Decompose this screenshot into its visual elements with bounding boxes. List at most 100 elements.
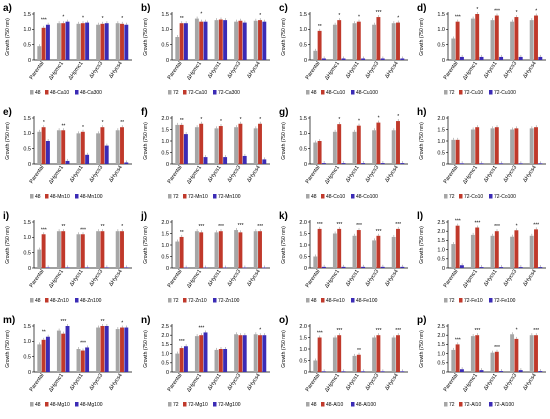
bar-72 bbox=[451, 38, 456, 60]
y-tick-label: 2.0 bbox=[161, 333, 169, 339]
x-tick-label: ΔHycs3 bbox=[502, 61, 518, 80]
bar-72 bbox=[175, 124, 180, 164]
x-tick-label: ΔHycs3 bbox=[226, 61, 242, 80]
legend-label: 48-Co100 bbox=[356, 194, 378, 200]
bar-72 bbox=[510, 129, 515, 164]
bar-48-al10 bbox=[317, 337, 322, 372]
significance-label: *** bbox=[336, 328, 342, 334]
bar-72-cu10 bbox=[534, 15, 538, 60]
x-tick-label: ΔHycs1 bbox=[69, 165, 85, 184]
panel-letter: k) bbox=[279, 211, 288, 222]
legend-label: 48 bbox=[35, 90, 41, 96]
bar-48-mg10 bbox=[120, 327, 124, 372]
bar-72 bbox=[194, 127, 199, 164]
significance-label: * bbox=[338, 13, 340, 19]
bar-48-ca10 bbox=[41, 27, 46, 60]
legend-swatch bbox=[459, 90, 463, 95]
legend-swatch bbox=[75, 402, 79, 407]
bar-48 bbox=[391, 236, 396, 268]
legend-swatch bbox=[30, 90, 34, 95]
legend-label: 72 bbox=[173, 194, 179, 200]
bar-72-co10 bbox=[514, 128, 519, 164]
bar-48 bbox=[352, 235, 357, 268]
bar-72-cu10 bbox=[514, 17, 519, 60]
legend-label: 72 bbox=[173, 298, 179, 304]
legend-label: 72-Fe10 bbox=[464, 298, 483, 304]
legend-swatch bbox=[213, 90, 217, 95]
y-tick-label: 0.5 bbox=[23, 354, 31, 360]
bar-48-al100 bbox=[380, 371, 385, 372]
bar-48 bbox=[391, 130, 396, 164]
bar-48 bbox=[37, 344, 42, 372]
significance-label: *** bbox=[317, 222, 323, 228]
bar-72 bbox=[253, 334, 258, 372]
significance-label: *** bbox=[376, 229, 382, 235]
significance-label: * bbox=[43, 120, 45, 126]
x-tick-label: ΔHycs3 bbox=[88, 269, 104, 288]
y-tick-label: 0.5 bbox=[437, 150, 445, 156]
y-tick-label: 2.0 bbox=[437, 229, 445, 235]
legend-swatch bbox=[30, 402, 34, 407]
bar-48 bbox=[56, 23, 61, 60]
bar-72 bbox=[510, 334, 515, 372]
x-tick-label: ΔHycs4 bbox=[384, 61, 400, 80]
significance-label: *** bbox=[60, 319, 66, 325]
significance-label: *** bbox=[474, 221, 480, 227]
x-tick-label: ΔHpmc1 bbox=[48, 165, 65, 186]
bar-48-zn100 bbox=[45, 267, 50, 268]
legend-label: 48 bbox=[311, 402, 317, 408]
legend-label: 72 bbox=[173, 402, 179, 408]
legend-swatch bbox=[183, 402, 187, 407]
legend-label: 72-Co10 bbox=[464, 194, 483, 200]
y-tick-label: 1.0 bbox=[23, 27, 31, 33]
bar-72-ca10 bbox=[179, 23, 184, 60]
bar-48-al10 bbox=[376, 335, 381, 372]
x-tick-label: ΔHpmc1 bbox=[324, 61, 341, 82]
chart-panel-l: l) Growth (750 nm) 0 0.5 1.0 1.5 2.0 2.5 *** Pare… bbox=[417, 211, 546, 304]
bar-72-fe10 bbox=[514, 230, 519, 268]
bar-48-cu10 bbox=[396, 22, 400, 60]
bar-72-zn100 bbox=[203, 267, 208, 269]
significance-label: * bbox=[200, 12, 202, 18]
chart-panel-i: i)Growth (750 nm)00.51.01.5***Parental**… bbox=[3, 211, 132, 304]
bar-72-mn100 bbox=[262, 159, 267, 164]
y-tick-label: 2.0 bbox=[437, 333, 445, 339]
x-tick-label: ΔHpmc1 bbox=[462, 165, 479, 186]
significance-label: * bbox=[516, 327, 518, 333]
bar-48-ca300 bbox=[65, 21, 70, 61]
y-tick-label: 0 bbox=[442, 370, 445, 376]
x-tick-label: ΔHpmc1 bbox=[186, 61, 203, 82]
x-tick-label: ΔHycs3 bbox=[364, 165, 380, 184]
legend-label: 48 bbox=[35, 194, 41, 200]
y-tick-label: 0.5 bbox=[437, 42, 445, 48]
significance-label: *** bbox=[80, 340, 86, 346]
x-tick-label: Parental bbox=[167, 373, 184, 393]
bar-48-fe100 bbox=[321, 266, 326, 268]
bar-48-al100 bbox=[400, 371, 405, 372]
bar-72-fe100 bbox=[459, 265, 464, 268]
bar-48-cu100 bbox=[400, 58, 405, 60]
panel-letter: e) bbox=[3, 107, 12, 118]
bar-48 bbox=[115, 329, 120, 372]
x-tick-label: ΔHycs4 bbox=[522, 61, 538, 80]
significance-label: * bbox=[535, 9, 537, 15]
significance-label: * bbox=[397, 16, 399, 22]
bar-72-ca10 bbox=[238, 20, 243, 60]
bar-72-mn10 bbox=[258, 123, 262, 164]
y-tick-label: 1.5 bbox=[437, 238, 445, 244]
bar-72-zn100 bbox=[262, 267, 267, 269]
y-tick-label: 0.5 bbox=[299, 254, 307, 260]
y-tick-label: 1.0 bbox=[23, 131, 31, 137]
bar-48 bbox=[332, 337, 337, 372]
y-tick-label: 0 bbox=[166, 58, 169, 64]
significance-label: * bbox=[476, 7, 478, 13]
legend-label: 48-Mn10 bbox=[50, 194, 70, 200]
significance-label: *** bbox=[494, 9, 500, 15]
significance-label: ** bbox=[180, 16, 184, 22]
legend-swatch bbox=[444, 90, 448, 95]
significance-label: *** bbox=[376, 10, 382, 16]
bar-48-co100 bbox=[361, 163, 366, 164]
y-tick-label: 1.5 bbox=[437, 12, 445, 18]
x-tick-label: ΔHpmc1 bbox=[68, 61, 85, 82]
significance-label: * bbox=[102, 120, 104, 126]
